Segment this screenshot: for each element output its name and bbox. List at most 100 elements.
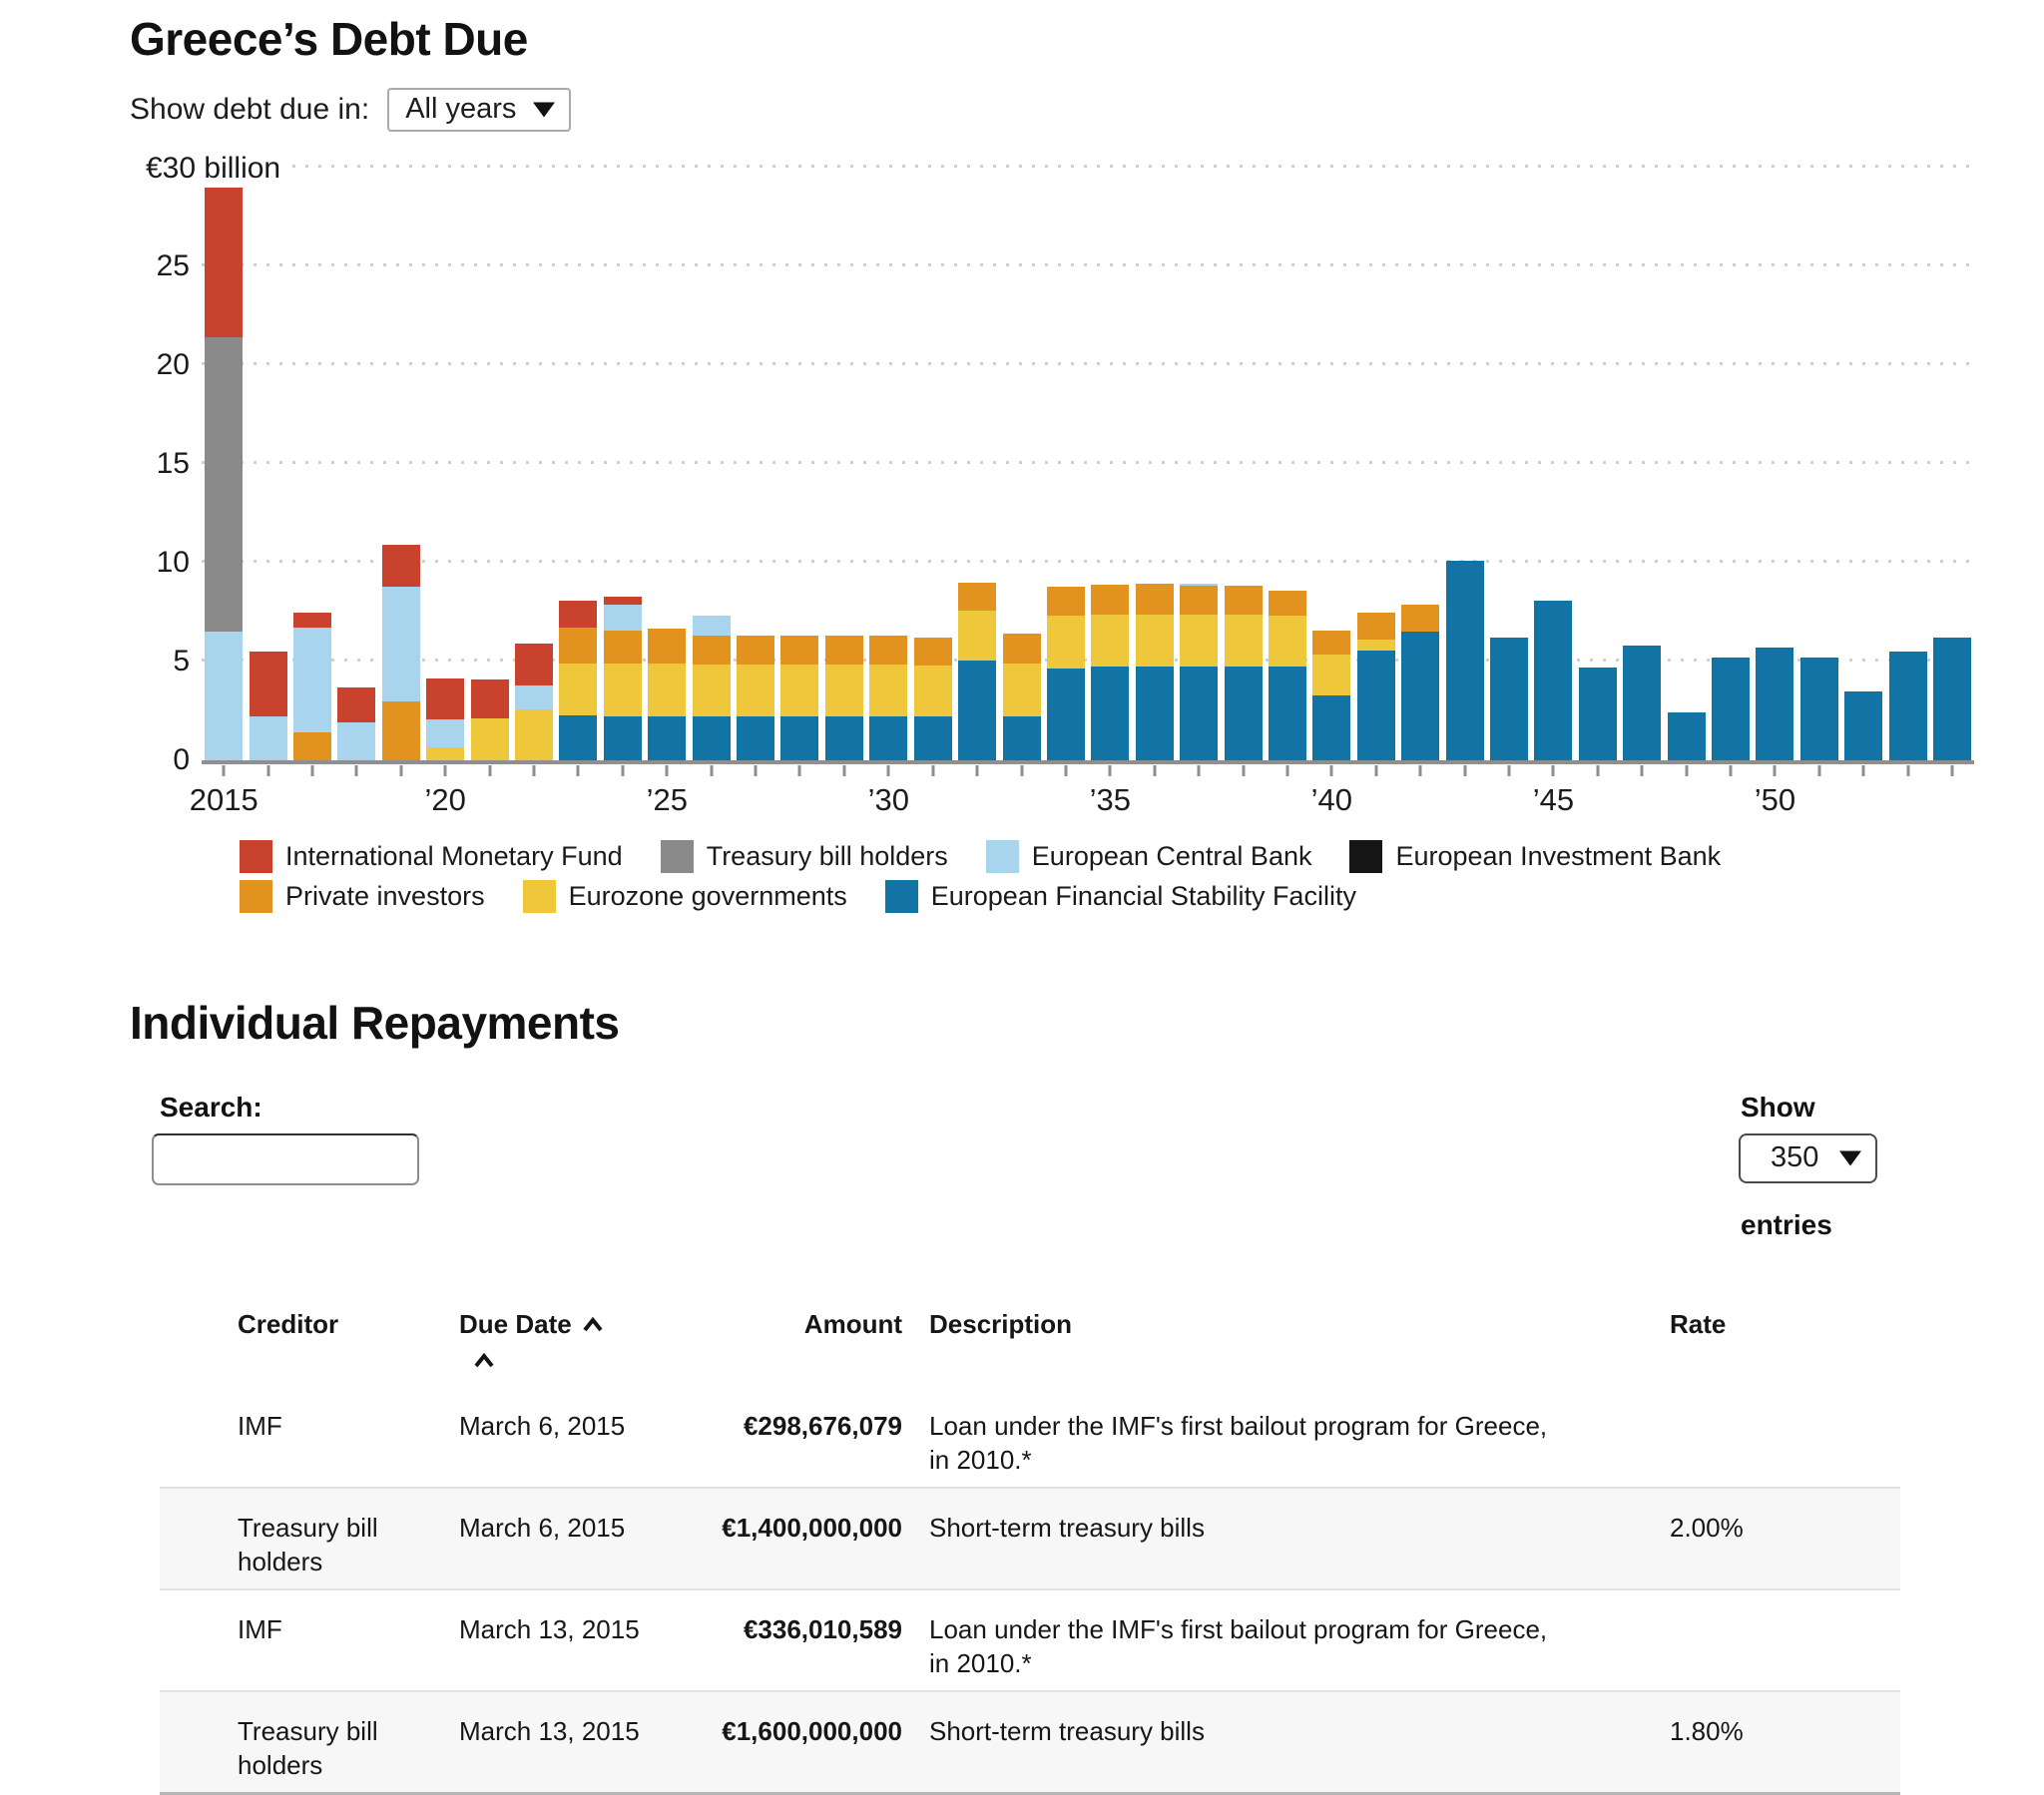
bar-segment [1312, 655, 1351, 695]
section-title: Individual Repayments [130, 997, 620, 1049]
bar-2048[interactable] [1664, 168, 1708, 776]
bar-2036[interactable] [1133, 168, 1177, 776]
bar-2042[interactable] [1398, 168, 1442, 776]
legend-swatch-icon [240, 840, 272, 873]
bar-2038[interactable] [1221, 168, 1265, 776]
bar-stack [470, 168, 509, 760]
bar-2034[interactable] [1044, 168, 1088, 776]
bar-segment [603, 664, 642, 717]
column-header-amount[interactable]: Amount [803, 1309, 902, 1339]
bar-stack [249, 168, 287, 760]
bar-2021[interactable] [467, 168, 511, 776]
x-axis-tick [266, 765, 270, 776]
legend-swatch-icon [884, 880, 918, 913]
cell-description: Loan under the IMF's first bailout progr… [929, 1614, 1548, 1678]
x-axis-tick [1640, 765, 1644, 776]
x-axis-tick-label: 2015 [189, 782, 258, 817]
legend-label: International Monetary Fund [285, 841, 623, 871]
x-axis-tick [710, 765, 714, 776]
bar-2045[interactable]: ’45 [1531, 168, 1575, 817]
bar-2023[interactable] [556, 168, 600, 776]
column-header-creditor[interactable]: Creditor [238, 1309, 339, 1339]
legend-item: European Financial Stability Facility [884, 880, 1356, 913]
bar-2020[interactable]: ’20 [423, 168, 467, 817]
bar-2040[interactable]: ’40 [1309, 168, 1353, 817]
bar-segment [1401, 604, 1440, 633]
bar-stack [515, 168, 554, 760]
bar-2025[interactable]: ’25 [645, 168, 689, 817]
bar-segment [1135, 666, 1174, 760]
bar-2051[interactable] [1797, 168, 1841, 776]
legend-swatch-icon [1349, 840, 1383, 873]
bar-2026[interactable] [689, 168, 733, 776]
bar-2015[interactable]: 2015 [190, 168, 258, 817]
bar-2022[interactable] [512, 168, 556, 776]
legend-label: Treasury bill holders [706, 841, 948, 871]
bar-2030[interactable]: ’30 [866, 168, 910, 817]
bar-stack [1268, 168, 1306, 760]
bar-2035[interactable]: ’35 [1088, 168, 1132, 817]
bar-2044[interactable] [1487, 168, 1531, 776]
bar-segment [737, 716, 775, 760]
bar-stack [869, 168, 908, 760]
bar-segment [1312, 694, 1351, 760]
show-entries-select[interactable]: 350 [1739, 1133, 1877, 1183]
bar-segment [470, 718, 509, 760]
bar-stack [1712, 168, 1751, 760]
table-row: Treasury bill holders March 13, 2015 €1,60… [160, 1692, 1900, 1792]
sort-ascending-icon [582, 1307, 604, 1341]
bar-segment [1844, 690, 1883, 760]
bar-2041[interactable] [1354, 168, 1398, 776]
bar-2032[interactable] [955, 168, 999, 776]
bar-segment [824, 664, 863, 717]
bar-2028[interactable] [777, 168, 821, 776]
bar-2052[interactable] [1841, 168, 1885, 776]
cell-due-date: March 13, 2015 [459, 1614, 640, 1644]
bar-segment [1667, 712, 1706, 760]
bar-segment [1268, 590, 1306, 617]
bar-stack [958, 168, 997, 760]
bar-2047[interactable] [1620, 168, 1664, 776]
bar-stack [1578, 168, 1617, 760]
bar-2017[interactable] [290, 168, 334, 776]
bar-segment [559, 663, 598, 716]
x-axis-tick [621, 765, 625, 776]
bar-2024[interactable] [601, 168, 645, 776]
cell-description: Short-term treasury bills [929, 1513, 1205, 1543]
column-header-description[interactable]: Description [929, 1309, 1073, 1339]
x-axis-tick-label: ’25 [646, 782, 688, 817]
bar-segment [692, 664, 731, 717]
bar-2054[interactable] [1930, 168, 1974, 776]
chart-legend: International Monetary Fund Treasury bill… [240, 840, 1856, 920]
bar-2019[interactable] [379, 168, 423, 776]
column-header-rate[interactable]: Rate [1670, 1309, 1727, 1339]
bar-2016[interactable] [246, 168, 289, 776]
cell-due-date: March 6, 2015 [459, 1513, 626, 1543]
bar-2053[interactable] [1885, 168, 1929, 776]
legend-label: Private investors [285, 881, 485, 911]
column-header-due-date[interactable]: Due Date [459, 1292, 679, 1387]
search-input[interactable] [152, 1133, 419, 1185]
legend-item: European Central Bank [985, 840, 1311, 873]
bar-segment [1933, 638, 1972, 760]
bar-2037[interactable] [1177, 168, 1221, 776]
bar-2049[interactable] [1709, 168, 1753, 776]
bar-2018[interactable] [334, 168, 378, 776]
bar-segment [603, 604, 642, 632]
legend-item: International Monetary Fund [240, 840, 623, 873]
bar-stack [1224, 168, 1263, 760]
bar-2029[interactable] [822, 168, 866, 776]
bar-2039[interactable] [1266, 168, 1309, 776]
bar-segment [1799, 658, 1838, 760]
bar-2043[interactable] [1442, 168, 1486, 776]
x-axis-tick [1285, 765, 1289, 776]
sort-ascending-icon [473, 1343, 679, 1377]
bar-2033[interactable] [999, 168, 1043, 776]
bar-segment [1623, 646, 1662, 760]
cell-description: Short-term treasury bills [929, 1716, 1205, 1746]
bar-segment [1356, 651, 1395, 760]
bar-2031[interactable] [911, 168, 955, 776]
bar-2046[interactable] [1576, 168, 1620, 776]
bar-2027[interactable] [734, 168, 777, 776]
bar-2050[interactable]: ’50 [1753, 168, 1796, 817]
